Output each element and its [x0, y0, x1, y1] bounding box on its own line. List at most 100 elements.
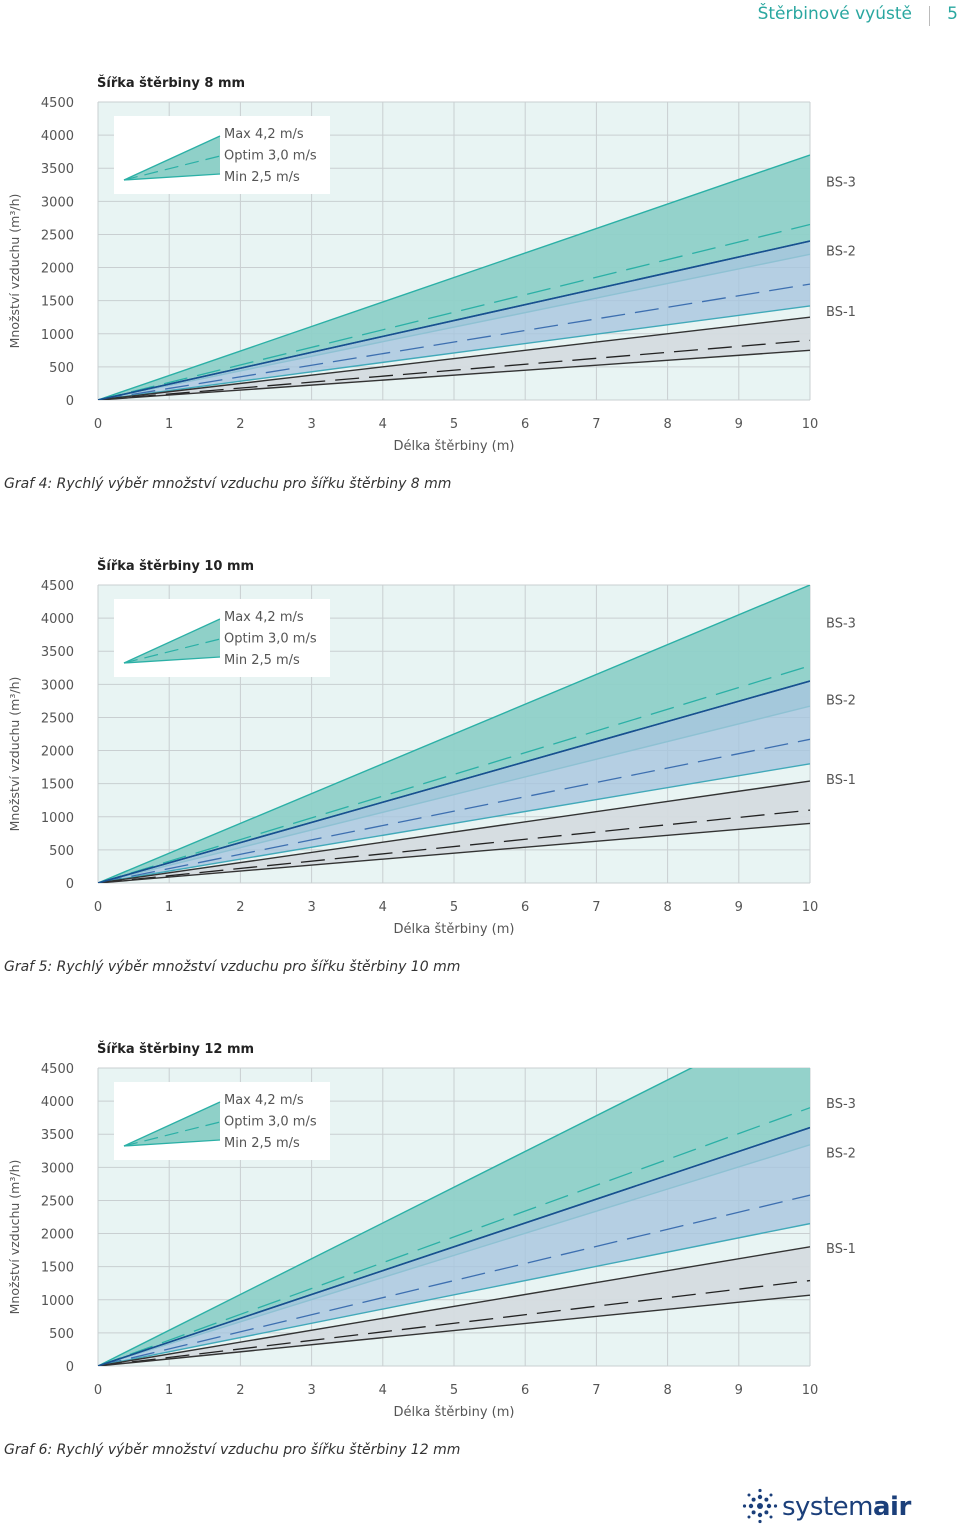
bs-3-max-line [98, 1068, 693, 1366]
bs-1-optim-line [98, 809, 810, 883]
legend-max-line [123, 1101, 221, 1147]
page-number: 5 [947, 4, 958, 24]
bs-1-optim-line [98, 339, 810, 400]
legend-min-line [123, 1139, 221, 1147]
bs-2-min-line [98, 305, 810, 400]
legend-item-0: Max 4,2 m/s [224, 127, 304, 142]
x-tick-label: 9 [735, 1383, 743, 1398]
y-tick-label: 1500 [41, 295, 74, 310]
logo-text-bold: air [873, 1492, 911, 1522]
x-tick-label: 0 [94, 900, 102, 915]
legend-min-line [123, 173, 221, 181]
x-tick-label: 9 [735, 900, 743, 915]
legend-max-line [123, 618, 221, 664]
y-tick-label: 3500 [41, 162, 74, 177]
bs-1-max-line [98, 780, 810, 883]
x-tick-label: 3 [307, 900, 315, 915]
y-tick-label: 0 [66, 877, 74, 892]
legend-optim-line [123, 155, 221, 181]
x-tick-label: 3 [307, 1383, 315, 1398]
airflow-chart-12mm: BS-3 BS-2 BS-1 0 500 1000 1500 2000 2500 3000 3500… [7, 1041, 856, 1420]
bs-3-optim-line [98, 665, 810, 883]
x-tick-label: 6 [521, 417, 529, 432]
y-tick-label: 1000 [41, 1294, 74, 1309]
bs-3-max-line [98, 154, 810, 400]
x-tick-label: 6 [521, 1383, 529, 1398]
bs-3-band [98, 1068, 810, 1366]
y-tick-label: 1000 [41, 328, 74, 343]
y-tick-label: 2000 [41, 1228, 74, 1243]
bs-1-max-line [98, 316, 810, 400]
legend-item-1: Optim 3,0 m/s [224, 149, 317, 164]
x-axis-label: Délka štěrbiny (m) [394, 922, 515, 937]
x-axis-label: Délka štěrbiny (m) [394, 1405, 515, 1420]
plot-series [98, 585, 810, 883]
legend-optim-line [123, 638, 221, 664]
chart-title: Šířka štěrbiny 12 mm [97, 1041, 254, 1057]
y-tick-label: 3500 [41, 645, 74, 660]
series-label-bs-3: BS-3 [826, 176, 856, 191]
y-tick-label: 2500 [41, 228, 74, 243]
legend-item-2: Min 2,5 m/s [224, 170, 300, 185]
y-tick-label: 1500 [41, 1261, 74, 1276]
legend-min-line [123, 656, 221, 664]
logo-text-light: system [782, 1492, 874, 1522]
legend-optim-line [123, 1121, 221, 1147]
systemair-logo-icon [742, 1488, 778, 1524]
x-tick-label: 10 [802, 417, 819, 432]
x-tick-label: 5 [450, 1383, 458, 1398]
y-tick-label: 2000 [41, 745, 74, 760]
chart-caption-12mm: Graf 6: Rychlý výběr množství vzduchu pr… [4, 1442, 461, 1458]
chart-legend: Max 4,2 m/s Optim 3,0 m/s Min 2,5 m/s [114, 1082, 330, 1160]
y-tick-label: 2000 [41, 262, 74, 277]
x-tick-label: 10 [802, 1383, 819, 1398]
x-tick-label: 2 [236, 417, 244, 432]
legend-item-0: Max 4,2 m/s [224, 1093, 304, 1108]
bs-2-min-line [98, 763, 810, 883]
x-tick-label: 8 [663, 417, 671, 432]
airflow-chart-8mm: BS-3 BS-2 BS-1 0 500 1000 1500 2000 2500 3000 3500… [7, 75, 856, 454]
document-title: Štěrbinové vyústě [757, 4, 912, 24]
y-tick-label: 3500 [41, 1128, 74, 1143]
x-tick-label: 1 [165, 417, 173, 432]
x-tick-label: 3 [307, 417, 315, 432]
y-tick-label: 2500 [41, 1194, 74, 1209]
y-tick-label: 3000 [41, 678, 74, 693]
chart-caption-10mm: Graf 5: Rychlý výběr množství vzduchu pr… [4, 959, 461, 975]
y-tick-label: 3000 [41, 1161, 74, 1176]
y-tick-label: 4500 [41, 579, 74, 594]
header-divider [929, 6, 930, 26]
y-axis-label: Množství vzduchu (m³/h) [7, 1160, 22, 1315]
legend-item-2: Min 2,5 m/s [224, 653, 300, 668]
bs-1-min-line [98, 822, 810, 883]
x-tick-label: 6 [521, 900, 529, 915]
bs-2-max-line-overlay [98, 240, 810, 400]
x-tick-label: 2 [236, 1383, 244, 1398]
chart-title: Šířka štěrbiny 10 mm [97, 558, 254, 574]
chart-legend: Max 4,2 m/s Optim 3,0 m/s Min 2,5 m/s [114, 599, 330, 677]
x-tick-label: 8 [663, 900, 671, 915]
y-tick-label: 4000 [41, 612, 74, 627]
y-tick-label: 4000 [41, 129, 74, 144]
x-tick-label: 7 [592, 1383, 600, 1398]
series-label-bs-2: BS-2 [826, 245, 856, 260]
x-tick-label: 1 [165, 900, 173, 915]
bs-1-min-line [98, 1294, 810, 1366]
y-tick-label: 500 [49, 844, 74, 859]
x-tick-label: 0 [94, 417, 102, 432]
legend-box [114, 1082, 330, 1160]
y-tick-label: 2500 [41, 711, 74, 726]
x-tick-label: 8 [663, 1383, 671, 1398]
systemair-logo-text: systemair [782, 1492, 911, 1522]
legend-item-1: Optim 3,0 m/s [224, 632, 317, 647]
x-tick-label: 7 [592, 900, 600, 915]
chart-title: Šířka štěrbiny 8 mm [97, 75, 245, 91]
bs-2-max-line-overlay [98, 680, 810, 883]
x-axis-label: Délka štěrbiny (m) [394, 439, 515, 454]
bs-3-optim-line [98, 223, 810, 400]
y-tick-label: 1000 [41, 811, 74, 826]
x-tick-label: 10 [802, 900, 819, 915]
y-tick-label: 4000 [41, 1095, 74, 1110]
x-tick-label: 2 [236, 900, 244, 915]
systemair-logo: systemair [742, 1488, 942, 1528]
